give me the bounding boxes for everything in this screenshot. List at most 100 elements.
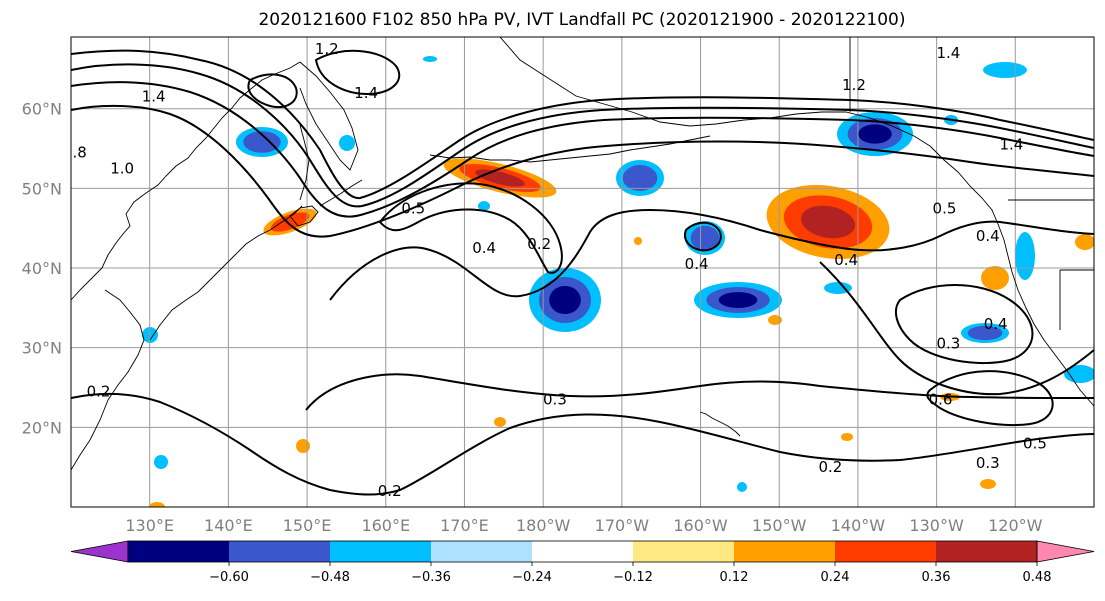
contour-label: 0.4 [834,251,858,269]
coastlines [71,37,1094,471]
pv-anomaly-patch [1064,365,1094,383]
colorbar-segment [936,541,1037,562]
colorbar-tick-label: −0.60 [209,570,249,585]
colorbar-segment [330,541,431,562]
colorbar-frame [127,540,1038,563]
contour-line [378,182,563,274]
pv-anomaly-patch [154,455,168,469]
pv-anomaly-patch [858,124,892,144]
pv-anomaly-patch [622,165,658,191]
contour-line [71,49,1094,200]
lat-tick-label: 60°N [22,100,62,119]
contour-line [247,73,298,108]
colorbar-segment [835,541,936,562]
colorbar: −0.60 −0.48 −0.36 −0.24 −0.12 0.12 0.24 0.36 0.4… [70,540,1095,585]
colorbar-segment [431,541,532,562]
lon-tick-label: 170°W [595,516,650,535]
lon-tick-label: 130°W [909,516,964,535]
pv-anomaly-patch [737,482,747,492]
pv-anomaly-patch [339,135,355,151]
colorbar-tick-label: −0.12 [613,570,653,585]
coastline-aleutians [429,135,711,163]
contour-label: 0.2 [818,458,842,476]
pv-anomaly-patch [1075,234,1094,250]
lat-tick-label: 50°N [22,179,62,198]
pv-anomaly-patch [983,62,1027,78]
graticule [71,37,1094,507]
pv-anomaly-patch [549,285,581,315]
coastline-china [71,289,145,471]
contour-line [71,63,1094,208]
pv-anomaly-patch [149,502,165,507]
contour-label: 0.4 [685,255,709,273]
lon-tick-label: 140°E [204,516,253,535]
pv-anomaly-patch [1015,232,1035,280]
border-lines [849,37,1094,330]
coastline-alaska [499,37,931,147]
pv-anomaly-patch [423,56,437,62]
contour-line [305,373,1094,411]
contour-label: 0.5 [933,199,957,217]
contour-label: 1.4 [999,136,1023,154]
pv-anomaly-patch [270,212,310,232]
pv-anomaly-patch [494,417,506,427]
pv-anomaly-patch [981,266,1009,290]
lon-tick-label: 170°E [440,516,489,535]
coastline-pacific-northwest [929,145,1094,407]
lon-tick-label: 160°W [673,516,728,535]
pv-anomaly-patch [718,292,758,308]
lon-tick-label: 120°W [988,516,1043,535]
contour-label: 1.4 [936,44,960,62]
contour-label: 0.4 [984,315,1008,333]
contour-line [894,284,1034,365]
lon-tick-label: 160°E [361,516,410,535]
pv-anomaly-patch [690,225,720,251]
contour-label: 0.6 [929,390,953,408]
contour-label: 0.4 [472,239,496,257]
pv-shading [142,56,1094,507]
map-frame [70,36,1095,508]
contour-label: 1.4 [354,84,378,102]
lat-tick-label: 20°N [22,418,62,437]
colorbar-segment [532,541,633,562]
contour-label: 0.3 [936,335,960,353]
colorbar-segment [633,541,734,562]
pv-anomaly-patch [768,315,782,325]
lon-tick-label: 180°W [516,516,571,535]
figure-title: 2020121600 F102 850 hPa PV, IVT Landfall… [258,10,905,30]
coastline-hokkaido [289,205,319,227]
lat-tick-label: 30°N [22,339,62,358]
contour-line [329,208,1094,301]
pv-anomaly-patch [296,439,310,453]
lon-tick-label: 140°W [831,516,886,535]
contour-label: 1.2 [315,40,339,58]
lat-tick-label: 40°N [22,259,62,278]
lon-tick-label: 130°E [125,516,174,535]
pv-anomaly-patch [824,282,852,294]
contour-line [926,370,1054,427]
colorbar-segment [128,541,229,562]
coastline-kurils [319,179,363,207]
lon-tick-label: 150°E [283,516,332,535]
contour-labels: 1.2 1.4 1.4 1.4 1.2 1.4 0.8 1.0 0.5 0.4 0.2 0.4 0.4 0… [71,40,1047,500]
colorbar-extend-low [70,540,129,563]
contour-label: 0.3 [543,390,567,408]
pv-anomaly-patch [243,131,281,153]
contour-line [314,49,401,96]
contour-label: 1.0 [110,159,134,177]
contour-line [71,392,1094,496]
pv-anomaly-patch [980,479,996,489]
coastline-hawaii [699,411,741,437]
colorbar-tick-label: −0.24 [512,570,552,585]
colorbar-tick-label: −0.48 [310,570,350,585]
contour-label: 1.2 [842,76,866,94]
contour-label: 1.4 [142,88,166,106]
colorbar-tick-label: 0.48 [1023,570,1052,585]
longitude-ticks: 130°E 140°E 150°E 160°E 170°E 180°W 170°W 160°W… [125,516,1042,535]
contour-label: 0.4 [976,227,1000,245]
colorbar-tick-label: 0.12 [720,570,749,585]
latitude-ticks: 60°N 50°N 40°N 30°N 20°N [22,100,62,438]
pv-anomaly-patch [800,205,856,239]
contour-label: 0.2 [527,235,551,253]
